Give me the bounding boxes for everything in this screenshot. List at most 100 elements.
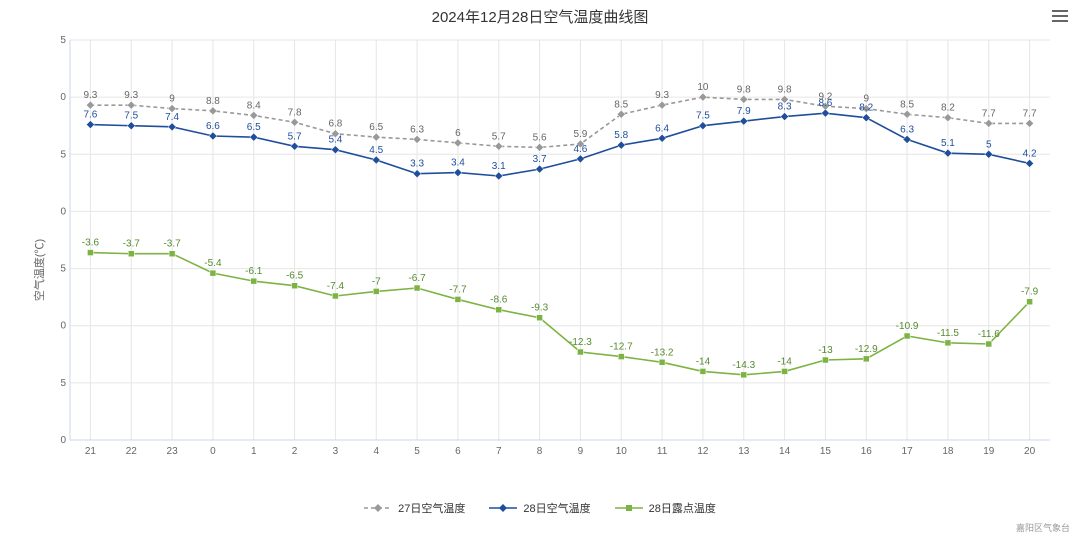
svg-text:-11.6: -11.6: [978, 329, 1000, 340]
svg-text:7.8: 7.8: [288, 107, 302, 118]
legend-item[interactable]: 28日空气温度: [489, 500, 590, 516]
svg-text:5.7: 5.7: [288, 131, 302, 142]
svg-text:-14.3: -14.3: [732, 360, 755, 371]
svg-text:5.4: 5.4: [328, 135, 342, 146]
svg-text:8.5: 8.5: [900, 99, 914, 110]
svg-text:7.4: 7.4: [165, 112, 179, 123]
svg-text:4.5: 4.5: [369, 145, 383, 156]
svg-text:-14: -14: [696, 356, 711, 367]
svg-text:6.3: 6.3: [900, 124, 914, 135]
svg-text:5.9: 5.9: [573, 129, 587, 140]
svg-text:8.6: 8.6: [818, 98, 832, 109]
svg-text:7.9: 7.9: [737, 106, 751, 117]
svg-text:15: 15: [60, 35, 66, 46]
svg-text:-6.1: -6.1: [245, 266, 263, 277]
svg-text:20: 20: [1024, 446, 1036, 457]
svg-text:8.5: 8.5: [614, 99, 628, 110]
svg-text:-12.7: -12.7: [610, 342, 633, 353]
chart-plot: -20-15-10-505101521222301234567891011121…: [60, 30, 1060, 460]
legend-item[interactable]: 28日露点温度: [615, 500, 716, 516]
svg-text:5.8: 5.8: [614, 130, 628, 141]
svg-text:21: 21: [85, 446, 97, 457]
svg-text:5.7: 5.7: [492, 131, 506, 142]
svg-text:-20: -20: [60, 435, 66, 446]
svg-text:7.7: 7.7: [1023, 108, 1037, 119]
svg-text:6: 6: [455, 446, 461, 457]
svg-text:-13: -13: [818, 345, 833, 356]
legend-label: 28日露点温度: [649, 500, 716, 516]
svg-text:16: 16: [861, 446, 873, 457]
svg-text:5.6: 5.6: [533, 132, 547, 143]
svg-text:-3.7: -3.7: [123, 239, 141, 250]
svg-text:3: 3: [333, 446, 339, 457]
svg-text:6.3: 6.3: [410, 124, 424, 135]
svg-text:4.2: 4.2: [1023, 148, 1037, 159]
credits: 嘉阳区气象台: [1016, 521, 1070, 534]
svg-text:7: 7: [496, 446, 502, 457]
svg-text:6.6: 6.6: [206, 121, 220, 132]
svg-text:6.4: 6.4: [655, 123, 669, 134]
svg-text:6: 6: [455, 128, 461, 139]
svg-text:-15: -15: [60, 378, 66, 389]
svg-text:10: 10: [60, 92, 66, 103]
svg-text:7.5: 7.5: [124, 111, 138, 122]
svg-text:-12.9: -12.9: [855, 344, 878, 355]
svg-text:-13.2: -13.2: [651, 347, 674, 358]
svg-text:-10.9: -10.9: [896, 321, 919, 332]
svg-text:9: 9: [578, 446, 584, 457]
svg-text:-6.7: -6.7: [408, 273, 426, 284]
legend: 27日空气温度 28日空气温度 28日露点温度: [0, 500, 1080, 516]
svg-text:-7: -7: [372, 276, 381, 287]
svg-text:22: 22: [126, 446, 138, 457]
svg-text:9.3: 9.3: [655, 90, 669, 101]
legend-swatch: [489, 503, 517, 513]
svg-text:-3.6: -3.6: [82, 238, 100, 249]
svg-text:14: 14: [779, 446, 791, 457]
svg-text:9.3: 9.3: [124, 90, 138, 101]
svg-text:8.2: 8.2: [941, 103, 955, 114]
svg-text:9: 9: [169, 94, 175, 105]
svg-text:8.8: 8.8: [206, 96, 220, 107]
y-axis-label: 空气温度(℃): [31, 239, 47, 301]
svg-text:10: 10: [697, 82, 709, 93]
svg-text:3.3: 3.3: [410, 159, 424, 170]
svg-text:-11.5: -11.5: [937, 328, 959, 339]
svg-text:4: 4: [373, 446, 379, 457]
svg-text:0: 0: [210, 446, 216, 457]
svg-text:6.8: 6.8: [328, 119, 342, 130]
svg-text:-6.5: -6.5: [286, 271, 304, 282]
legend-label: 28日空气温度: [523, 500, 590, 516]
svg-text:9.3: 9.3: [83, 90, 97, 101]
svg-text:-14: -14: [777, 356, 792, 367]
menu-icon[interactable]: [1052, 10, 1068, 24]
svg-text:0: 0: [60, 206, 66, 217]
svg-text:6.5: 6.5: [369, 122, 383, 133]
svg-text:-8.6: -8.6: [490, 295, 508, 306]
legend-item[interactable]: 27日空气温度: [364, 500, 465, 516]
svg-text:3.4: 3.4: [451, 158, 465, 169]
svg-text:-7.9: -7.9: [1021, 287, 1039, 298]
svg-text:7.7: 7.7: [982, 108, 996, 119]
svg-text:8: 8: [537, 446, 543, 457]
svg-text:7.6: 7.6: [83, 110, 97, 121]
svg-text:11: 11: [657, 446, 668, 457]
svg-text:23: 23: [167, 446, 179, 457]
svg-text:8.3: 8.3: [778, 102, 792, 113]
svg-text:18: 18: [942, 446, 954, 457]
svg-text:5: 5: [414, 446, 420, 457]
svg-text:10: 10: [616, 446, 628, 457]
svg-text:17: 17: [902, 446, 914, 457]
svg-text:1: 1: [251, 446, 257, 457]
svg-text:-10: -10: [60, 321, 66, 332]
svg-text:5: 5: [986, 139, 992, 150]
svg-text:8.2: 8.2: [859, 103, 873, 114]
svg-text:19: 19: [983, 446, 995, 457]
svg-text:7.5: 7.5: [696, 111, 710, 122]
svg-text:2: 2: [292, 446, 298, 457]
svg-text:-5.4: -5.4: [204, 258, 222, 269]
legend-swatch: [615, 503, 643, 513]
svg-text:-5: -5: [60, 264, 66, 275]
legend-label: 27日空气温度: [398, 500, 465, 516]
svg-text:5: 5: [60, 149, 66, 160]
svg-text:-7.4: -7.4: [327, 281, 345, 292]
